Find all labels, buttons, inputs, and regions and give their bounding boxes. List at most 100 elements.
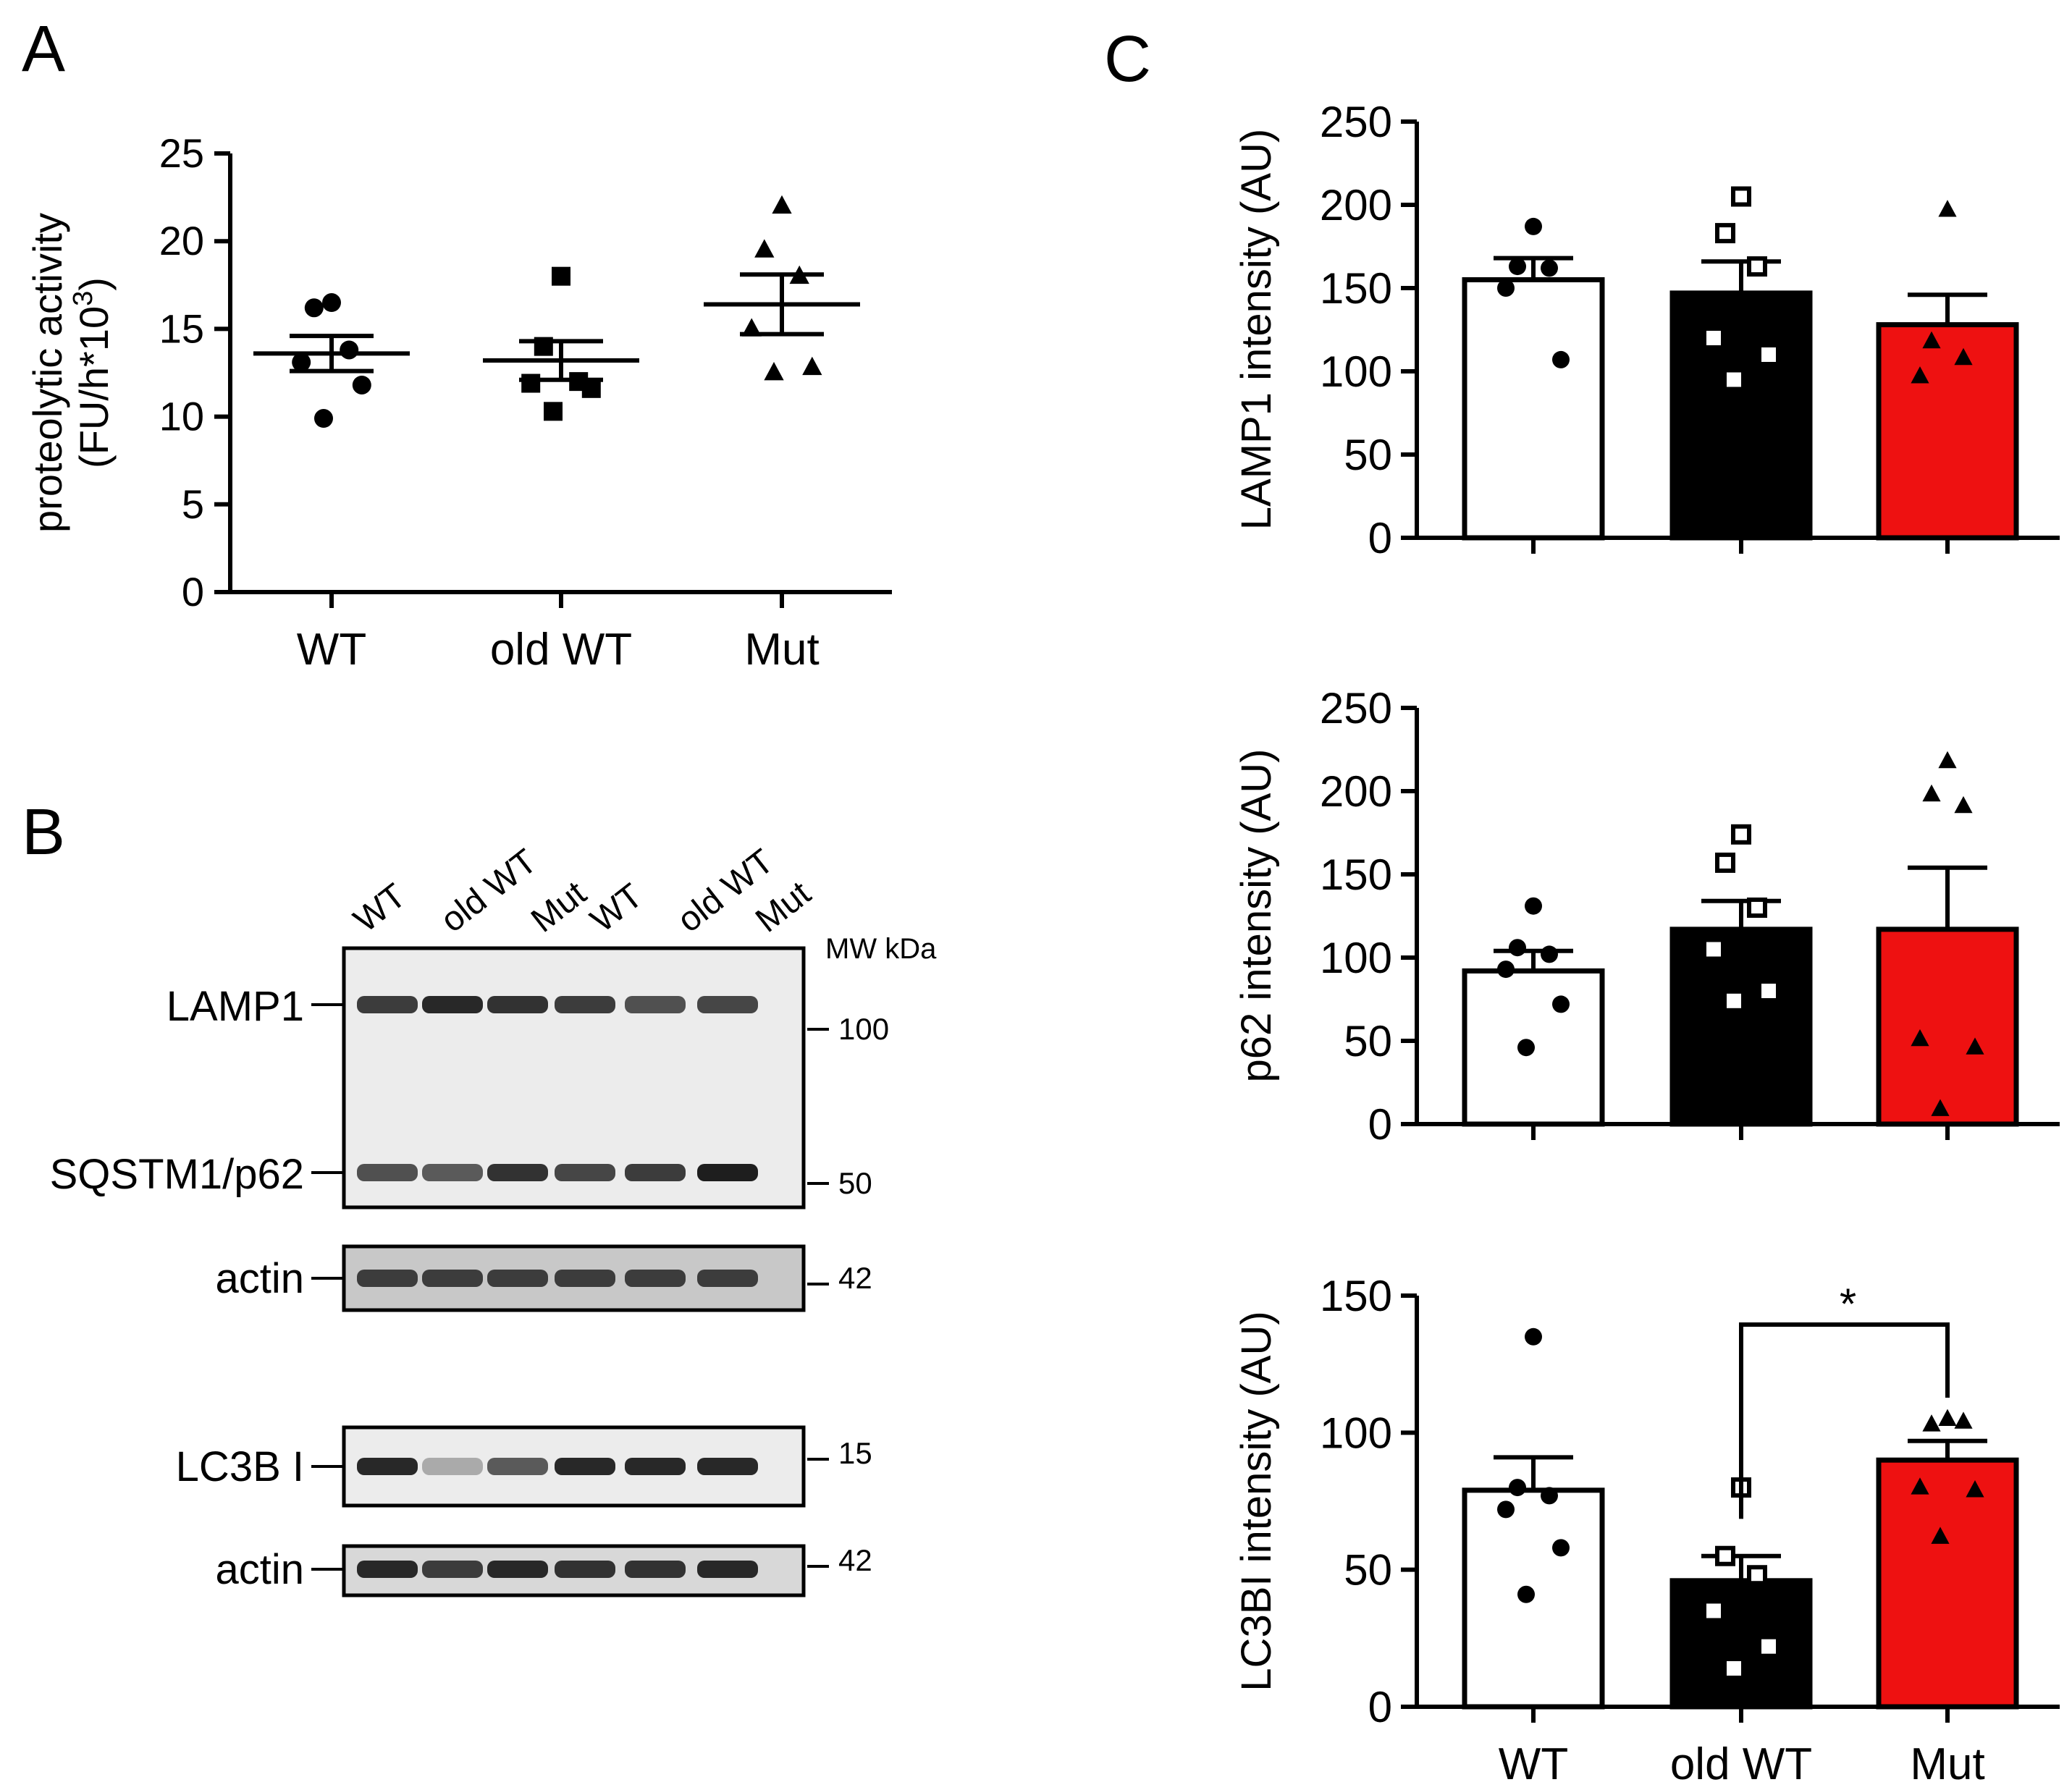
- panel-c3-point-wt: [1541, 1487, 1558, 1505]
- panel-c1-y-tick-label: 0: [1368, 514, 1392, 562]
- panel-c-x-label-wt: WT: [1499, 1739, 1568, 1789]
- panel-c2-point-old-wt: [1761, 984, 1776, 998]
- panel-c2-point-old-wt: [1747, 898, 1767, 918]
- blot-band-actin-lane: [555, 1561, 615, 1578]
- blot-lane-label-old-wt: old WT: [434, 842, 544, 940]
- panel-c3-point-wt: [1525, 1327, 1542, 1346]
- panel-c1-point-mut: [1922, 331, 1941, 349]
- blot-band-actin-lane: [697, 1270, 758, 1287]
- panel-c2-point-mut: [1966, 1037, 1984, 1055]
- panel-a-y-label-line2: (FU/h*10: [71, 306, 117, 468]
- panel-c-x-label-old-wt: old WT: [1670, 1739, 1812, 1789]
- panel-c3-point-mut: [1911, 1477, 1929, 1495]
- panel-c2-point-old-wt: [1706, 942, 1721, 957]
- blot-band-actin-lane: [487, 1270, 548, 1287]
- blot-band-sqstm1-p62-lane: [697, 1164, 758, 1181]
- panel-c3-point-mut: [1966, 1480, 1984, 1498]
- panel-c3-point-wt: [1552, 1539, 1570, 1557]
- panel-a-y-tick-label: 10: [159, 394, 204, 439]
- panel-a-x-label-old-wt: old WT: [490, 625, 632, 675]
- panel-c2-point-old-wt: [1731, 824, 1751, 845]
- panel-a-x-label-mut: Mut: [744, 625, 819, 675]
- panel-c3-bar-old-wt: [1669, 1578, 1813, 1710]
- panel-c1-y-tick-label: 150: [1320, 264, 1392, 313]
- panel-c3-point-wt: [1497, 1500, 1515, 1519]
- blot-row-label-lc3b-i: LC3B I: [176, 1443, 304, 1490]
- panel-c3-y-tick-label: 150: [1320, 1272, 1392, 1320]
- panel-c1-point-wt: [1497, 279, 1515, 297]
- panel-c1-point-old-wt: [1727, 372, 1741, 387]
- panel-c2-bar-old-wt: [1669, 926, 1813, 1127]
- blot-band-lc3b-i-lane: [487, 1458, 548, 1475]
- blot-mw-value: 15: [838, 1436, 872, 1470]
- panel-c3-y-tick-label: 100: [1320, 1409, 1392, 1457]
- panel-c1-point-mut: [1938, 200, 1957, 217]
- blot-lane-label-wt: WT: [347, 877, 413, 940]
- blot-band-lc3b-i-lane: [697, 1458, 758, 1475]
- blot-band-actin-lane: [487, 1561, 548, 1578]
- panel-a-point-wt: [352, 375, 371, 394]
- blot-band-sqstm1-p62-lane: [422, 1164, 483, 1181]
- blot-band-lc3b-i-lane: [625, 1458, 686, 1475]
- blot-band-lamp1-lane: [422, 996, 483, 1013]
- blot-lane-label-mut: Mut: [524, 874, 594, 940]
- blot-mw-value: 100: [838, 1012, 889, 1046]
- blot-band-lamp1-lane: [555, 996, 615, 1013]
- panel-a-point-wt: [340, 340, 359, 360]
- panel-c3-point-old-wt: [1747, 1565, 1767, 1586]
- panel-c1-y-tick-label: 250: [1320, 98, 1392, 146]
- panel-c2-point-mut: [1922, 784, 1941, 802]
- panel-c2-y-tick-label: 250: [1320, 684, 1392, 733]
- blot-band-actin-lane: [697, 1561, 758, 1578]
- panel-c3-point-old-wt: [1727, 1660, 1741, 1676]
- panel-c1-point-old-wt: [1747, 256, 1767, 277]
- panel-c1-point-old-wt: [1706, 331, 1721, 345]
- panel-c1-point-mut: [1954, 347, 1973, 366]
- blot-band-lc3b-i-lane: [422, 1458, 483, 1475]
- panel-c3-bar-mut: [1876, 1457, 2019, 1710]
- panel-a-point-wt: [292, 352, 311, 372]
- panel-c3-significance-star: *: [1840, 1280, 1856, 1328]
- blot-row-label-sqstm1-p62: SQSTM1/p62: [50, 1151, 304, 1198]
- blot-band-actin-lane: [357, 1270, 418, 1287]
- blot-band-lc3b-i-lane: [357, 1458, 418, 1475]
- panel-a-point-old-wt: [544, 402, 563, 421]
- panel-a-y-label-sup: 3: [68, 291, 98, 306]
- panel-c3-y-label: LC3BI intensity (AU): [1233, 1311, 1280, 1691]
- blot-band-sqstm1-p62-lane: [487, 1164, 548, 1181]
- panel-c1-y-tick-label: 200: [1320, 181, 1392, 229]
- panel-a-point-old-wt: [552, 266, 570, 286]
- blot-band-actin-lane: [422, 1561, 483, 1578]
- panel-a-y-tick-label: 5: [182, 481, 204, 527]
- blot-band-lamp1-lane: [487, 996, 548, 1013]
- panel-c3-y-tick-label: 0: [1368, 1683, 1392, 1731]
- panel-a-label: A: [22, 13, 65, 85]
- panel-c2-point-mut: [1954, 795, 1973, 814]
- panel-c2-y-tick-label: 100: [1320, 934, 1392, 982]
- panel-c2-point-old-wt: [1727, 993, 1741, 1008]
- panel-c1-bar-wt: [1462, 277, 1605, 541]
- panel-c1-point-old-wt: [1715, 223, 1735, 244]
- panel-c2-y-tick-label: 0: [1368, 1100, 1392, 1149]
- blot-row-label-lamp1: LAMP1: [167, 983, 304, 1030]
- panel-c2-point-wt: [1517, 1039, 1535, 1057]
- panel-c3-point-wt: [1517, 1585, 1535, 1603]
- panel-c3-point-wt: [1509, 1479, 1526, 1497]
- panel-c2-y-tick-label: 200: [1320, 767, 1392, 816]
- blot-band-actin-lane: [625, 1270, 686, 1287]
- blot-row-label-actin: actin: [215, 1255, 304, 1302]
- panel-a-point-wt: [314, 409, 333, 428]
- blot-band-lamp1-lane: [357, 996, 418, 1013]
- panel-a-point-mut: [802, 356, 822, 376]
- panel-c2-point-wt: [1541, 945, 1558, 963]
- panel-a-proteolytic-scatter: A 0 5 10 15 20 25 WT old WT Mut proteolytic activ…: [22, 13, 892, 675]
- panel-c1-point-old-wt: [1731, 186, 1751, 207]
- panel-a-point-mut: [772, 195, 792, 214]
- blot-band-actin-lane: [422, 1270, 483, 1287]
- blot-mw-value: 50: [838, 1166, 872, 1200]
- panel-a-point-old-wt: [521, 373, 541, 393]
- blot-band-lc3b-i-lane: [555, 1458, 615, 1475]
- panel-c1-bar-old-wt: [1669, 290, 1813, 541]
- panel-c3-point-mut: [1954, 1411, 1973, 1429]
